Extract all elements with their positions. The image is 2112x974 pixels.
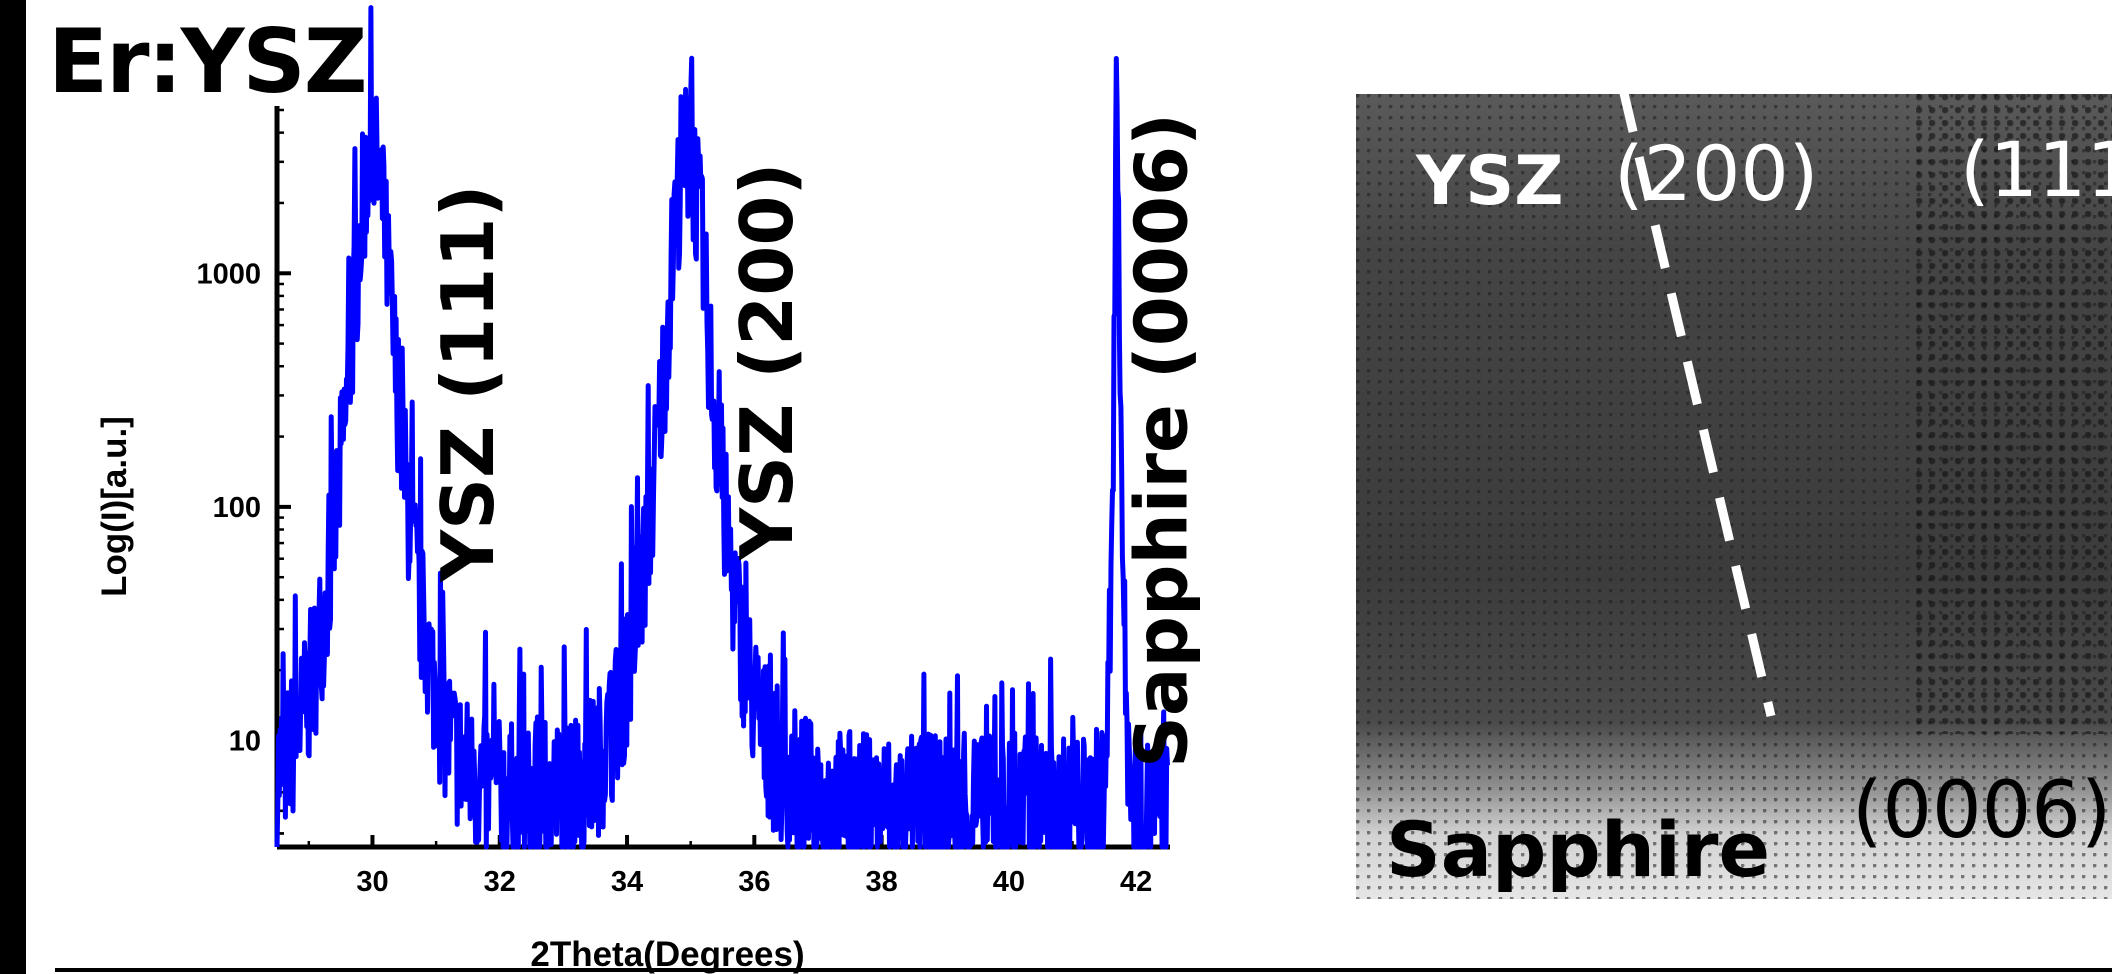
x-axis-title: 2Theta(Degrees) xyxy=(530,935,804,974)
peak-label: Sapphire (0006) xyxy=(1120,113,1200,768)
left-border-bar xyxy=(0,0,26,974)
xrd-chart: 10 100 1000 30 32 34 36 38 40 42 2Theta(Degrees) Lo… xyxy=(95,5,1200,974)
xrd-trace xyxy=(274,5,1170,850)
x-tick-label: 34 xyxy=(611,866,643,898)
x-tick-label: 32 xyxy=(484,866,516,898)
peak-label: YSZ (200) xyxy=(725,163,809,561)
x-tick-label: 42 xyxy=(1120,866,1152,898)
x-tick-label: 30 xyxy=(356,866,388,898)
x-tick-label: 36 xyxy=(738,866,770,898)
tem-sapphire-label: Sapphire xyxy=(1386,805,1771,894)
sample-title: Er:YSZ xyxy=(48,10,368,113)
tem-micrograph: YSZ (200) (111) Sapphire (0006) xyxy=(1356,94,2112,899)
tem-orientation-200: (200) xyxy=(1614,129,1819,218)
tem-ysz-label: YSZ xyxy=(1416,142,1564,221)
y-axis-title: Log(I)[a.u.] xyxy=(95,416,134,597)
bottom-rule xyxy=(55,968,2112,972)
tem-grain-111 xyxy=(1916,94,2112,734)
y-tick-label: 100 xyxy=(213,492,261,524)
tem-orientation-0006: (0006) xyxy=(1852,766,2112,856)
tem-orientation-111: (111) xyxy=(1960,125,2112,214)
x-tick-label: 38 xyxy=(865,866,897,898)
y-tick-label: 10 xyxy=(229,725,261,757)
grain-boundary-line xyxy=(1619,94,1776,718)
peak-label: YSZ (111) xyxy=(426,185,510,583)
y-tick-label: 1000 xyxy=(196,258,261,290)
x-tick-label: 40 xyxy=(993,866,1025,898)
